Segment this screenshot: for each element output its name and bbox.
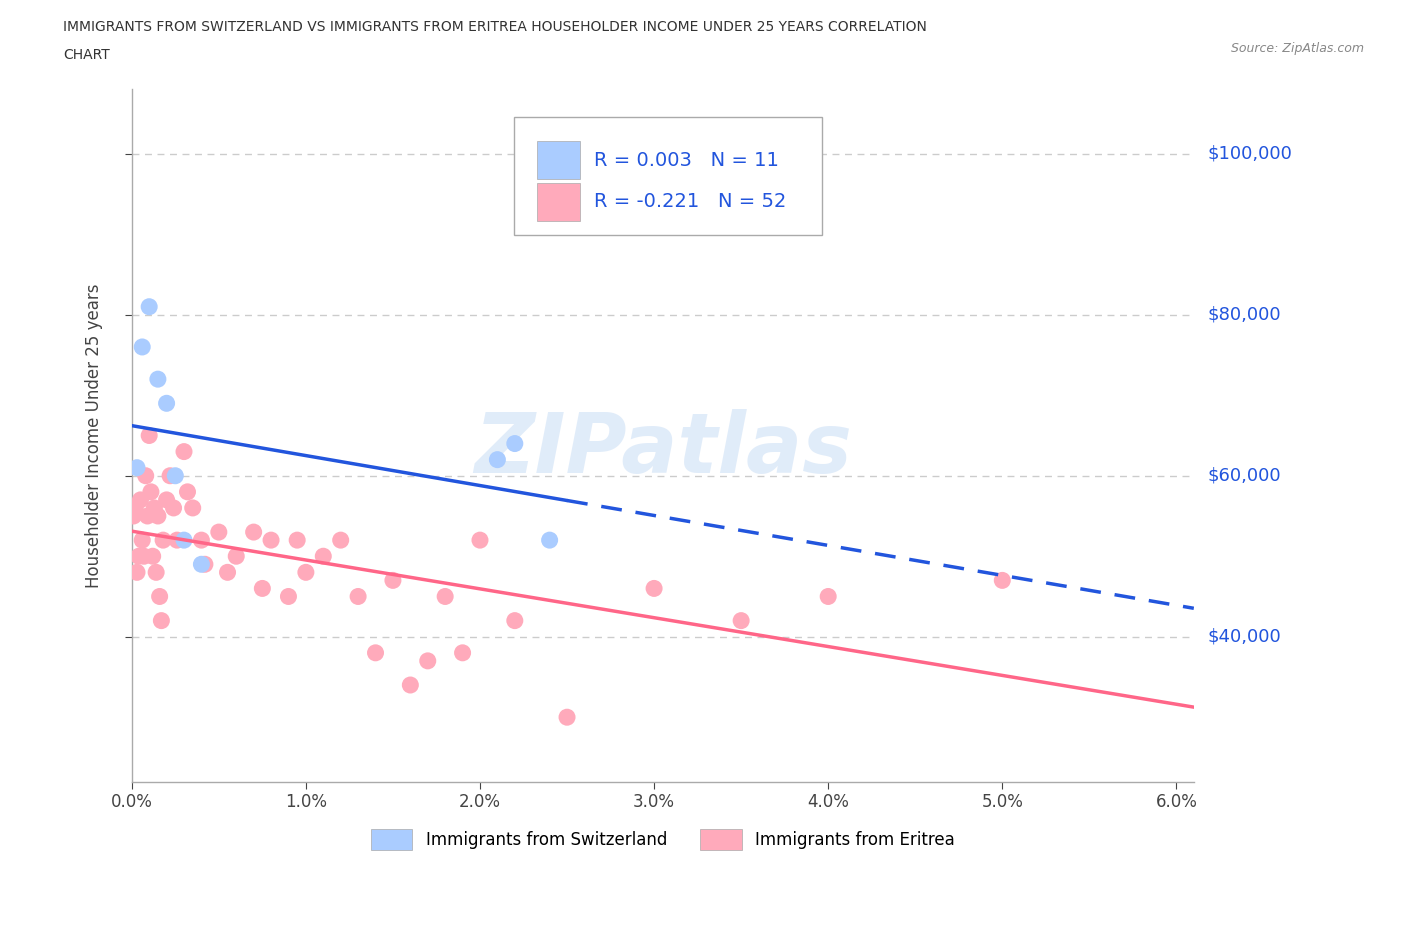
Legend: Immigrants from Switzerland, Immigrants from Eritrea: Immigrants from Switzerland, Immigrants … xyxy=(364,823,962,857)
Point xyxy=(538,533,561,548)
Text: Source: ZipAtlas.com: Source: ZipAtlas.com xyxy=(1230,42,1364,55)
Point xyxy=(208,525,231,539)
Point xyxy=(143,500,166,515)
Point xyxy=(176,485,198,499)
Text: ZIPatlas: ZIPatlas xyxy=(474,409,852,490)
Point xyxy=(260,533,283,548)
Point xyxy=(124,500,146,515)
Point xyxy=(155,493,177,508)
Point xyxy=(131,533,153,548)
Point xyxy=(162,500,184,515)
Point xyxy=(242,525,264,539)
Text: CHART: CHART xyxy=(63,48,110,62)
FancyBboxPatch shape xyxy=(515,117,823,234)
Text: $100,000: $100,000 xyxy=(1208,145,1292,163)
Point xyxy=(468,533,491,548)
Point xyxy=(643,581,665,596)
Point xyxy=(173,533,195,548)
Point xyxy=(128,549,150,564)
Point xyxy=(136,509,159,524)
Point xyxy=(503,436,526,451)
Point xyxy=(190,557,212,572)
Point xyxy=(149,589,172,604)
Text: $60,000: $60,000 xyxy=(1208,467,1281,485)
Point xyxy=(329,533,352,548)
Point xyxy=(217,565,239,579)
Point xyxy=(135,469,157,484)
Point xyxy=(132,549,155,564)
Point xyxy=(451,645,474,660)
Text: R = -0.221   N = 52: R = -0.221 N = 52 xyxy=(593,192,786,211)
Point xyxy=(555,710,578,724)
Point xyxy=(150,613,173,628)
Point xyxy=(225,549,247,564)
Point xyxy=(252,581,274,596)
Point xyxy=(142,549,165,564)
Point xyxy=(381,573,404,588)
Point xyxy=(991,573,1014,588)
Point xyxy=(364,645,387,660)
Point xyxy=(152,533,174,548)
Point xyxy=(312,549,335,564)
Point xyxy=(125,565,148,579)
Point xyxy=(817,589,839,604)
Y-axis label: Householder Income Under 25 years: Householder Income Under 25 years xyxy=(86,284,103,588)
Point xyxy=(730,613,752,628)
Point xyxy=(138,299,160,314)
Point xyxy=(295,565,318,579)
Point xyxy=(277,589,299,604)
Point xyxy=(125,460,148,475)
Point xyxy=(503,613,526,628)
Point xyxy=(285,533,308,548)
Point xyxy=(129,493,152,508)
Point xyxy=(165,469,187,484)
Point xyxy=(159,469,181,484)
FancyBboxPatch shape xyxy=(537,141,579,179)
Point xyxy=(145,565,167,579)
Text: R = 0.003   N = 11: R = 0.003 N = 11 xyxy=(593,151,779,169)
Point xyxy=(399,678,422,693)
Point xyxy=(131,339,153,354)
Point xyxy=(434,589,457,604)
Point xyxy=(166,533,188,548)
Text: $80,000: $80,000 xyxy=(1208,306,1281,324)
Point xyxy=(194,557,217,572)
Text: $40,000: $40,000 xyxy=(1208,628,1281,645)
Text: IMMIGRANTS FROM SWITZERLAND VS IMMIGRANTS FROM ERITREA HOUSEHOLDER INCOME UNDER : IMMIGRANTS FROM SWITZERLAND VS IMMIGRANT… xyxy=(63,20,927,34)
Point xyxy=(347,589,370,604)
Point xyxy=(122,509,145,524)
FancyBboxPatch shape xyxy=(537,183,579,221)
Point xyxy=(155,396,177,411)
Point xyxy=(173,445,195,459)
Point xyxy=(181,500,204,515)
Point xyxy=(138,428,160,443)
Point xyxy=(146,509,169,524)
Point xyxy=(190,533,212,548)
Point xyxy=(146,372,169,387)
Point xyxy=(486,452,509,467)
Point xyxy=(416,654,439,669)
Point xyxy=(139,485,162,499)
